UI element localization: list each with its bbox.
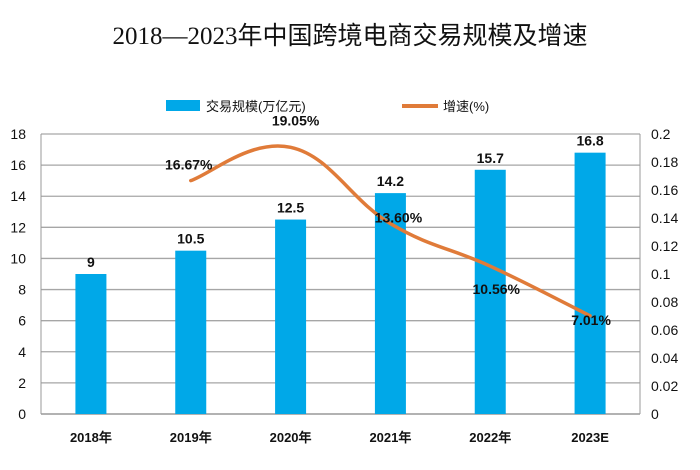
x-tick-label: 2018年 (70, 430, 112, 445)
right-tick-label: 0.08 (651, 294, 678, 310)
bar-2021年 (374, 193, 406, 414)
legend-line-label: 增速(%) (443, 99, 489, 114)
left-tick-label: 18 (10, 126, 26, 142)
bar-2023E (574, 152, 606, 414)
left-tick-label: 12 (10, 219, 26, 235)
left-tick-label: 0 (18, 406, 26, 422)
left-tick-label: 14 (10, 188, 26, 204)
chart-title: 2018—2023年中国跨境电商交易规模及增速 (112, 22, 587, 50)
bar-value-label: 15.7 (477, 150, 504, 166)
right-tick-label: 0.02 (651, 378, 678, 394)
right-tick-label: 0.06 (651, 322, 678, 338)
bar-value-label: 9 (87, 254, 95, 270)
x-tick-label: 2020年 (270, 430, 312, 445)
growth-rate-label: 7.01% (571, 312, 611, 328)
x-tick-label: 2022年 (469, 430, 511, 445)
bar-2019年 (175, 250, 207, 414)
growth-rate-label: 13.60% (375, 210, 423, 226)
right-tick-label: 0.2 (651, 126, 671, 142)
bar-value-label: 10.5 (177, 231, 204, 247)
right-tick-label: 0.16 (651, 182, 678, 198)
growth-rate-label: 19.05% (272, 112, 320, 128)
growth-rate-label: 16.67% (165, 157, 213, 173)
left-tick-label: 6 (18, 313, 26, 329)
right-tick-label: 0.04 (651, 350, 678, 366)
bar-2022年 (474, 169, 506, 414)
growth-rate-label: 10.56% (473, 281, 521, 297)
growth-rate-line (189, 144, 592, 318)
bar-2020年 (275, 219, 307, 414)
left-tick-label: 2 (18, 375, 26, 391)
right-tick-label: 0 (651, 406, 659, 422)
right-tick-label: 0.1 (651, 266, 671, 282)
bar-2018年 (75, 274, 107, 414)
left-tick-label: 4 (18, 344, 26, 360)
legend-bar-label: 交易规模(万亿元) (206, 99, 306, 114)
x-tick-label: 2021年 (369, 430, 411, 445)
right-tick-label: 0.14 (651, 210, 678, 226)
x-tick-label: 2023E (571, 430, 609, 445)
left-tick-label: 10 (10, 250, 26, 266)
bar-value-label: 12.5 (277, 200, 304, 216)
right-tick-label: 0.18 (651, 154, 678, 170)
bar-value-label: 16.8 (576, 133, 603, 149)
left-tick-label: 16 (10, 157, 26, 173)
left-tick-label: 8 (18, 282, 26, 298)
bar-value-label: 14.2 (377, 173, 404, 189)
right-tick-label: 0.12 (651, 238, 678, 254)
x-tick-label: 2019年 (170, 430, 212, 445)
legend-bar-swatch (166, 100, 200, 111)
